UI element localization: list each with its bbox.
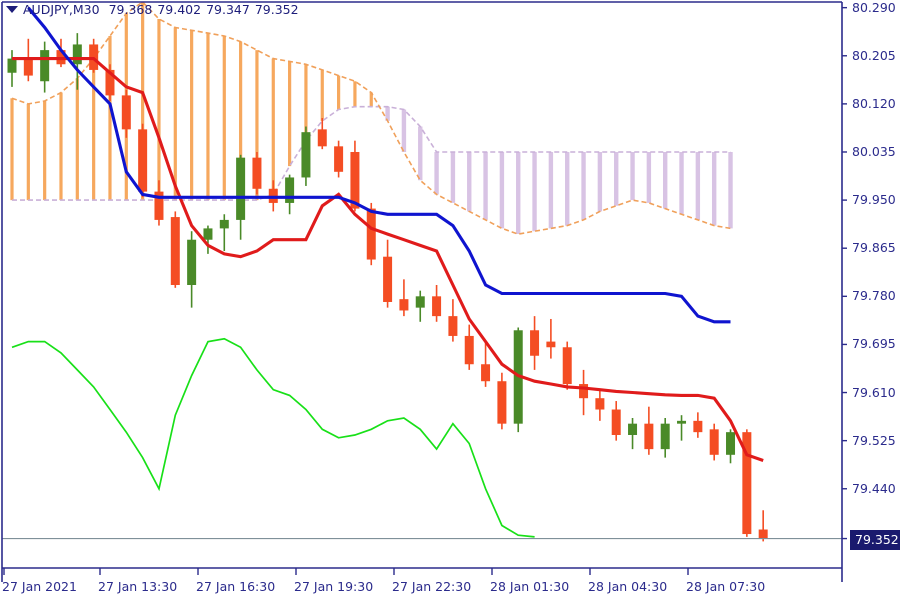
time-axis-label: 28 Jan 07:30 (686, 579, 766, 594)
kijun-sen-line (27, 6, 731, 324)
close-value: 79.352 (254, 1, 299, 17)
high-value: 79.402 (157, 1, 202, 17)
chart-frame-and-ticks (1, 1, 847, 582)
price-axis-label: 80.205 (852, 47, 896, 63)
chart-header: AUDJPY,M30 79.368 79.402 79.347 79.352 (6, 1, 304, 17)
symbol-timeframe-label: AUDJPY,M30 (23, 1, 100, 17)
price-axis-label: 79.440 (852, 480, 896, 496)
tenkan-sen-line (12, 57, 764, 462)
time-axis-label: 27 Jan 2021 (2, 579, 77, 594)
price-axis-label: 79.950 (852, 192, 896, 208)
open-value: 79.368 (108, 1, 153, 17)
price-axis-label: 79.525 (852, 432, 896, 448)
chikou-span-line (11, 337, 535, 538)
triangle-down-icon[interactable] (6, 5, 18, 13)
time-axis-label: 27 Jan 16:30 (196, 579, 276, 594)
time-axis-label: 28 Jan 01:30 (490, 579, 570, 594)
price-axis-label: 79.780 (852, 288, 896, 304)
senkou-span-a-line (11, 0, 731, 235)
price-axis-label: 79.610 (852, 384, 896, 400)
price-axis-label: 80.120 (852, 95, 896, 111)
low-value: 79.347 (206, 1, 250, 17)
time-axis-label: 27 Jan 22:30 (392, 579, 472, 594)
senkou-span-b-line (12, 105, 731, 201)
price-axis-label: 80.035 (852, 143, 896, 159)
price-axis-label: 80.290 (852, 0, 896, 15)
time-axis-label: 27 Jan 19:30 (294, 579, 374, 594)
price-axis-label: 79.695 (852, 336, 896, 352)
ichimoku-cloud-layer (10, 2, 733, 235)
time-axis-label: 27 Jan 13:30 (98, 579, 178, 594)
time-axis-label: 28 Jan 04:30 (588, 579, 668, 594)
price-axis-label: 79.865 (852, 240, 896, 256)
current-price-badge: 79.352 (850, 529, 900, 550)
